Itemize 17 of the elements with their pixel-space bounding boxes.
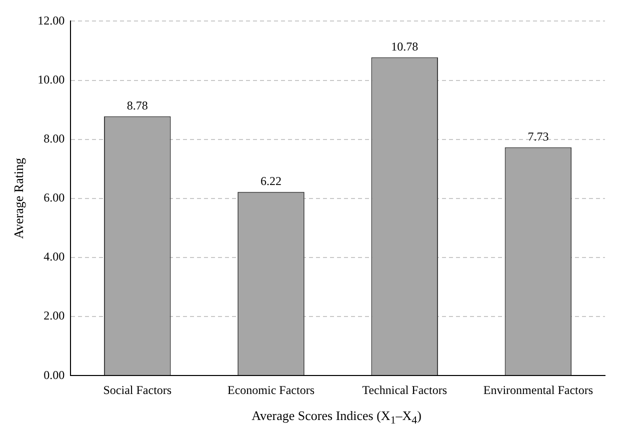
y-tick-label: 2.00 [44, 308, 65, 323]
data-label: 6.22 [260, 174, 282, 188]
y-tick-label: 12.00 [38, 13, 65, 28]
y-tick-label: 6.00 [44, 190, 65, 205]
x-tick-label: Economic Factors [228, 382, 315, 397]
y-axis-title: Average Rating [11, 157, 26, 239]
x-tick-label: Technical Factors [362, 382, 448, 397]
y-tick-label: 10.00 [38, 72, 65, 86]
x-axis-title: Average Scores Indices (X$_{1}$–X$_{4}$) [250, 407, 422, 429]
y-tick-label: 0.00 [44, 368, 65, 382]
x-tick-label: Social Factors [103, 382, 172, 397]
x-tick-label: Environmental Factors [483, 382, 594, 397]
data-label: 7.73 [528, 129, 549, 144]
y-tick-label: 4.00 [44, 250, 65, 264]
y-tick-label: 8.00 [44, 131, 65, 146]
data-label: 8.78 [126, 98, 148, 112]
data-label: 10.78 [391, 39, 418, 54]
